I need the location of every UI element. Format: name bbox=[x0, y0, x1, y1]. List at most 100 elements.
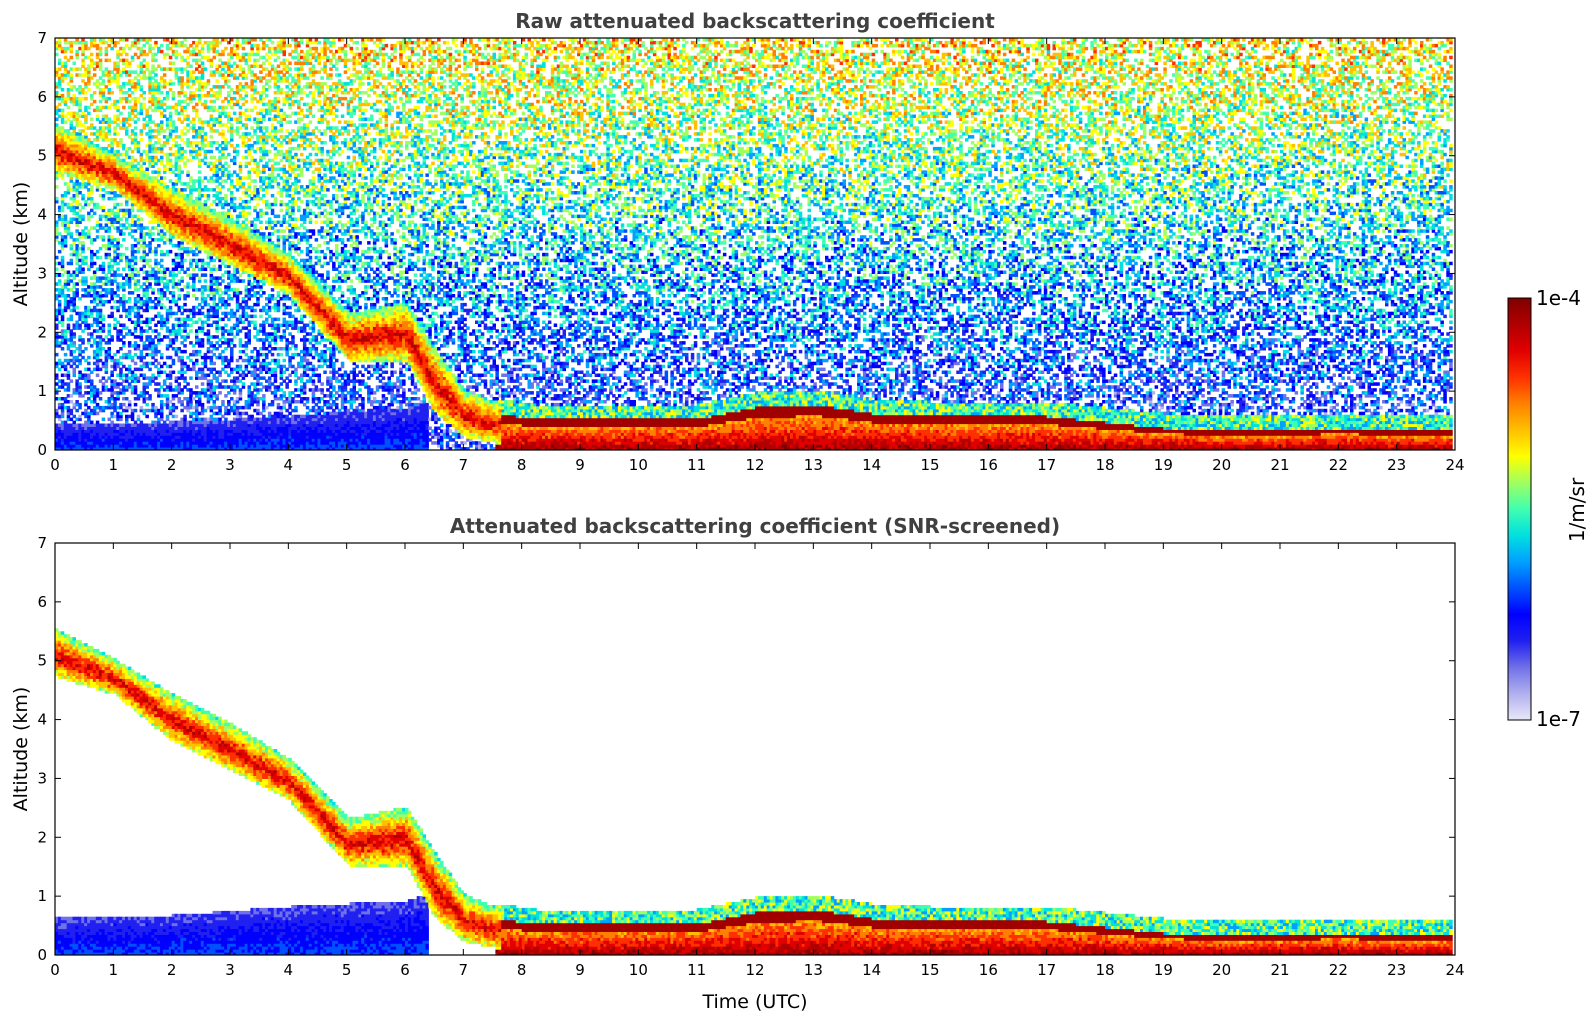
noise-cell-866 bbox=[84, 318, 88, 322]
noise-cell-178 bbox=[61, 385, 65, 389]
noise-cell-240 bbox=[61, 118, 65, 122]
noise-cell-177 bbox=[61, 397, 65, 401]
noise-cell-854 bbox=[84, 400, 88, 404]
noise-cell-275 bbox=[64, 353, 68, 357]
noise-cell-751 bbox=[78, 97, 82, 101]
noise-cell-745 bbox=[78, 120, 82, 124]
noise-cell-189 bbox=[61, 329, 65, 333]
noise-cell-192 bbox=[61, 318, 65, 322]
noise-cell-746 bbox=[78, 115, 82, 119]
noise-cell-716 bbox=[78, 241, 82, 245]
noise-cell-172 bbox=[61, 415, 65, 419]
noise-cell-902 bbox=[84, 132, 88, 136]
noise-cell-493 bbox=[70, 76, 74, 80]
noise-cell-190 bbox=[61, 324, 65, 328]
noise-cell-939 bbox=[87, 374, 91, 378]
noise-cell-444 bbox=[70, 315, 74, 319]
noise-cell-300 bbox=[64, 215, 68, 219]
noise-cell-758 bbox=[78, 41, 82, 45]
noise-cell-180 bbox=[61, 379, 65, 383]
noise-cell-220 bbox=[61, 194, 65, 198]
layer-cell-229 bbox=[61, 153, 65, 157]
noise-cell-718 bbox=[78, 232, 82, 236]
noise-cell-181 bbox=[61, 374, 65, 378]
noise-cell-876 bbox=[84, 276, 88, 280]
layer-cell-740 bbox=[78, 138, 82, 142]
noise-cell-459 bbox=[70, 221, 74, 225]
noise-cell-410 bbox=[67, 91, 71, 95]
noise-cell-791 bbox=[81, 250, 85, 254]
noise-cell-443 bbox=[70, 318, 74, 322]
noise-cell-757 bbox=[78, 47, 82, 51]
noise-cell-372 bbox=[67, 282, 71, 286]
noise-cell-685 bbox=[78, 406, 82, 410]
noise-cell-905 bbox=[84, 118, 88, 122]
noise-cell-251 bbox=[61, 65, 65, 69]
noise-cell-332 bbox=[64, 50, 68, 54]
noise-cell-802 bbox=[81, 194, 85, 198]
noise-cell-769 bbox=[81, 394, 85, 398]
noise-cell-117 bbox=[58, 279, 62, 283]
noise-cell-748 bbox=[78, 106, 82, 110]
noise-cell-786 bbox=[81, 271, 85, 275]
noise-cell-243 bbox=[61, 109, 65, 113]
noise-cell-754 bbox=[78, 85, 82, 89]
noise-cell-254 bbox=[61, 47, 65, 51]
noise-cell-353 bbox=[67, 385, 71, 389]
noise-cell-245 bbox=[61, 97, 65, 101]
low-layer-cell-678 bbox=[78, 435, 82, 439]
noise-cell-701 bbox=[78, 338, 82, 342]
noise-cell-910 bbox=[84, 91, 88, 95]
noise-cell-199 bbox=[61, 285, 65, 289]
noise-cell-721 bbox=[78, 215, 82, 219]
low-layer-cell-681 bbox=[78, 427, 82, 431]
noise-cell-714 bbox=[78, 253, 82, 256]
noise-cell-702 bbox=[78, 335, 82, 339]
noise-cell-862 bbox=[84, 347, 88, 351]
noise-cell-612 bbox=[75, 291, 79, 295]
noise-cell-697 bbox=[78, 353, 82, 357]
noise-cell-723 bbox=[78, 203, 82, 207]
noise-cell-370 bbox=[67, 294, 71, 298]
low-layer-cell-164 bbox=[61, 441, 65, 445]
noise-cell-497 bbox=[70, 50, 74, 54]
noise-cell-726 bbox=[78, 182, 82, 186]
noise-cell-834 bbox=[81, 50, 85, 54]
noise-cell-636 bbox=[75, 194, 79, 198]
noise-cell-184 bbox=[61, 347, 65, 351]
noise-cell-112 bbox=[58, 300, 62, 304]
panel-raw-title: Raw attenuated backscattering coefficien… bbox=[515, 9, 995, 33]
noise-cell-686 bbox=[78, 403, 82, 407]
noise-cell-944 bbox=[87, 338, 91, 342]
noise-cell-572 bbox=[73, 126, 77, 130]
noise-cell-432 bbox=[70, 379, 74, 383]
noise-cell-188 bbox=[61, 332, 65, 336]
noise-cell-183 bbox=[61, 362, 65, 366]
noise-cell-961 bbox=[87, 229, 91, 233]
noise-cell-200 bbox=[61, 273, 65, 277]
layer-cell-227 bbox=[61, 159, 65, 163]
noise-cell-582 bbox=[73, 62, 77, 66]
noise-cell-212 bbox=[61, 221, 65, 225]
noise-cell-197 bbox=[61, 291, 65, 295]
noise-cell-250 bbox=[61, 73, 65, 77]
noise-cell-882 bbox=[84, 226, 88, 230]
noise-cell-671 bbox=[75, 50, 79, 54]
layer-cell-730 bbox=[78, 168, 82, 172]
noise-cell-752 bbox=[78, 91, 82, 95]
noise-cell-700 bbox=[78, 344, 82, 348]
noise-cell-203 bbox=[61, 262, 65, 266]
noise-cell-756 bbox=[78, 67, 82, 71]
noise-cell-525 bbox=[73, 341, 77, 345]
noise-cell-246 bbox=[61, 94, 65, 98]
noise-cell-722 bbox=[78, 209, 82, 213]
noise-cell-705 bbox=[78, 318, 82, 322]
noise-cell-527 bbox=[73, 332, 77, 336]
noise-cell-210 bbox=[61, 235, 65, 239]
noise-cell-708 bbox=[78, 297, 82, 301]
noise-cell-958 bbox=[87, 247, 91, 251]
layer-cell-231 bbox=[61, 147, 65, 151]
noise-cell-122 bbox=[58, 232, 62, 236]
noise-cell-171 bbox=[61, 421, 65, 425]
layer-cell-238 bbox=[61, 126, 65, 130]
